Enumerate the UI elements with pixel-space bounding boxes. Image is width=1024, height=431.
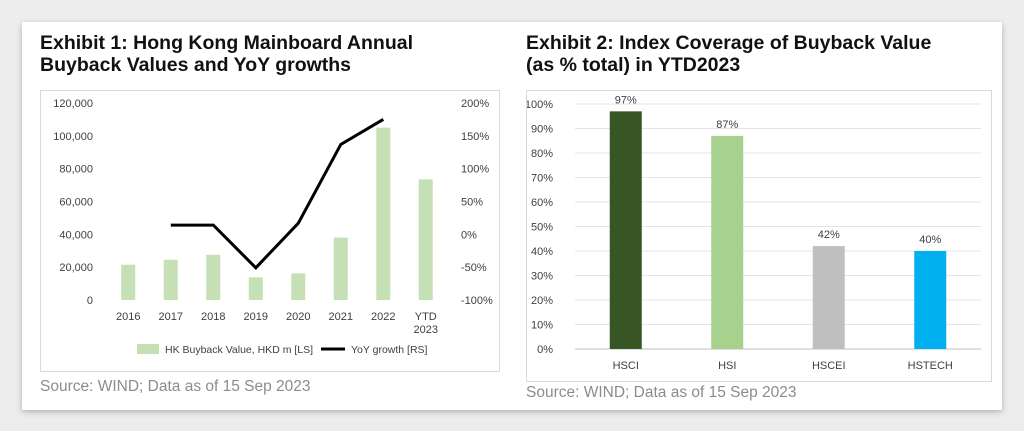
y-left-tick-label: 0 [87,295,93,307]
y-tick-label: 90% [531,124,553,136]
x-tick-label: YTD [415,311,437,323]
x-tick-label: 2019 [244,311,268,323]
bar-hstech [914,251,947,349]
x-tick-label: HSI [718,360,736,372]
y-tick-label: 10% [531,320,553,332]
x-tick-label: 2017 [159,311,183,323]
y-tick-label: 0% [537,344,553,356]
exhibit-2-title-line-1: Exhibit 2: Index Coverage of Buyback Val… [526,32,932,54]
exhibit-2-chart-frame: 0% 10% 20% 30% 40% 50% 60% 70% 80% 90% 100% 97% HSCI… [526,90,992,382]
y-right-tick-label: -100% [461,295,493,307]
bar [248,277,263,300]
report-card: Exhibit 1: Hong Kong Mainboard Annual Bu… [22,22,1002,410]
x-tick-label: 2022 [371,311,395,323]
bar [163,259,178,300]
data-label: 40% [919,234,941,246]
exhibit-2-source: Source: WIND; Data as of 15 Sep 2023 [526,384,797,401]
data-label: 87% [716,119,738,131]
y-right-tick-label: 50% [461,197,483,209]
bar-hscei [812,246,845,349]
x-tick-label: 2023 [414,324,438,336]
y-tick-label: 60% [531,197,553,209]
y-right-tick-label: 150% [461,131,489,143]
y-right-tick-label: 100% [461,164,489,176]
y-tick-label: 40% [531,246,553,258]
x-tick-label: HSCEI [812,360,846,372]
x-tick-label: 2020 [286,311,310,323]
exhibit-1-title-line-2: Buyback Values and YoY growths [40,54,352,76]
exhibit-1-chart-frame: 0 20,000 40,000 60,000 80,000 100,000 120,000 -… [40,90,500,372]
bar [121,264,136,300]
x-tick-label: 2018 [201,311,225,323]
legend-label-buyback: HK Buyback Value, HKD m [LS] [165,344,313,356]
bar [291,273,306,300]
y-left-tick-label: 20,000 [59,262,93,274]
y-tick-label: 100% [527,99,553,111]
bar-hsi [711,135,744,349]
y-left-tick-label: 60,000 [59,197,93,209]
bar [376,127,391,300]
y-left-tick-label: 80,000 [59,164,93,176]
bar [206,254,221,300]
exhibit-2-title-line-2: (as % total) in YTD2023 [526,54,741,76]
exhibit-2-panel: Exhibit 2: Index Coverage of Buyback Val… [512,22,1002,410]
exhibit-2-chart: 0% 10% 20% 30% 40% 50% 60% 70% 80% 90% 100% 97% HSCI… [527,94,981,372]
exhibit-1-title-line-1: Exhibit 1: Hong Kong Mainboard Annual [40,32,414,54]
exhibit-1-chart: 0 20,000 40,000 60,000 80,000 100,000 120,000 -… [53,98,493,356]
x-tick-label: 2021 [329,311,353,323]
y-tick-label: 50% [531,222,553,234]
x-tick-label: 2016 [116,311,140,323]
y-right-tick-label: 0% [461,229,477,241]
legend-swatch-buyback [137,344,159,354]
exhibit-1-source: Source: WIND; Data as of 15 Sep 2023 [40,378,311,395]
exhibit-1-panel: Exhibit 1: Hong Kong Mainboard Annual Bu… [22,22,510,410]
y-tick-label: 80% [531,148,553,160]
y-left-tick-label: 120,000 [53,98,93,110]
exhibit-1-title: Exhibit 1: Hong Kong Mainboard Annual Bu… [40,32,500,76]
data-label: 42% [818,229,840,241]
y-right-tick-label: -50% [461,262,487,274]
yoy-growth-line [170,118,385,270]
y-right-tick-label: 200% [461,98,489,110]
bar [333,237,348,300]
bar [418,179,433,300]
exhibit-2-title: Exhibit 2: Index Coverage of Buyback Val… [526,32,986,76]
y-tick-label: 20% [531,295,553,307]
y-left-tick-label: 40,000 [59,229,93,241]
y-tick-label: 70% [531,173,553,185]
x-tick-label: HSTECH [908,360,953,372]
x-tick-label: HSCI [613,360,639,372]
y-tick-label: 30% [531,271,553,283]
data-label: 97% [615,94,637,106]
legend-label-yoy: YoY growth [RS] [351,344,428,356]
bar-hsci [609,111,642,349]
y-left-tick-label: 100,000 [53,131,93,143]
